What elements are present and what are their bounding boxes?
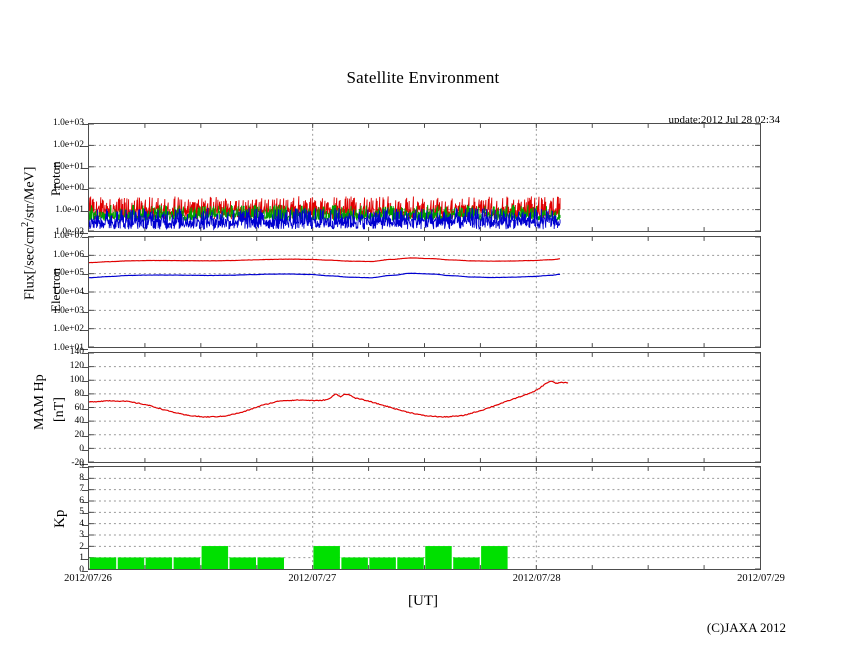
ytick-label: 120 bbox=[69, 360, 84, 371]
kp-bar bbox=[201, 546, 229, 569]
ytick-mark bbox=[82, 349, 88, 350]
ytick-mark bbox=[82, 366, 88, 368]
ytick-mark bbox=[82, 189, 88, 191]
ytick-label: 9 bbox=[79, 461, 84, 471]
ytick-label: 1.0e+02 bbox=[53, 324, 84, 335]
ytick-label: 80 bbox=[74, 388, 85, 399]
kp-bar bbox=[425, 546, 452, 569]
ytick-label: 4 bbox=[79, 518, 84, 529]
ytick-label: 8 bbox=[79, 472, 84, 483]
panel-proton-flux bbox=[88, 123, 761, 232]
ytick-mark bbox=[82, 513, 88, 515]
ytick-mark bbox=[82, 478, 88, 480]
ytick-mark bbox=[82, 501, 88, 503]
kp-bar bbox=[117, 557, 145, 569]
ytick-label: -20 bbox=[71, 458, 84, 468]
ytick-label: 1.0e+04 bbox=[53, 287, 84, 297]
ytick-mark bbox=[82, 211, 88, 213]
ytick-mark bbox=[82, 450, 88, 452]
ytick-label: 1.0e+03 bbox=[53, 305, 84, 316]
ytick-mark bbox=[82, 464, 88, 465]
ytick-label: 140 bbox=[69, 347, 84, 357]
xaxis-title: [UT] bbox=[408, 593, 438, 609]
mam-hp-red-trace bbox=[89, 380, 569, 418]
ytick-mark bbox=[82, 467, 88, 468]
ytick-label: 1.0e-02 bbox=[55, 227, 84, 237]
ytick-mark bbox=[82, 167, 88, 169]
proton-red-trace bbox=[89, 196, 561, 221]
ytick-label: 0 bbox=[79, 444, 84, 455]
ytick-mark bbox=[82, 233, 88, 234]
ytick-mark bbox=[82, 330, 88, 332]
kp-bar bbox=[341, 557, 368, 569]
kp-bar bbox=[313, 546, 340, 569]
ytick-label: 1.0e+02 bbox=[53, 139, 84, 150]
ytick-label: 60 bbox=[74, 402, 85, 413]
ytick-label: 5 bbox=[79, 507, 84, 518]
ytick-label: 100 bbox=[69, 374, 84, 385]
ytick-label: 1.0e+06 bbox=[53, 249, 84, 260]
kp-bar bbox=[89, 557, 117, 569]
ytick-mark bbox=[82, 124, 88, 125]
ytick-label: 20 bbox=[74, 430, 85, 441]
ytick-mark bbox=[82, 145, 88, 147]
kp-bar bbox=[453, 557, 480, 569]
ytick-mark bbox=[82, 536, 88, 538]
ytick-mark bbox=[82, 353, 88, 354]
ytick-label: 6 bbox=[79, 495, 84, 506]
xtick-label: 2012/07/28 bbox=[512, 573, 561, 584]
electron-blue-trace bbox=[89, 272, 561, 279]
electron-red-trace bbox=[89, 257, 561, 264]
ytick-mark bbox=[82, 311, 88, 313]
ytick-mark bbox=[82, 293, 88, 294]
ytick-label: 1 bbox=[79, 553, 84, 564]
ytick-mark bbox=[82, 436, 88, 438]
ytick-label: 1.0e+07 bbox=[53, 231, 84, 241]
ytick-label: 7 bbox=[79, 484, 84, 495]
xtick-label: 2012/07/27 bbox=[288, 573, 337, 584]
panel-mam-hp bbox=[88, 352, 761, 463]
kp-bar bbox=[481, 546, 508, 569]
mam-axis-label: MAM Hp bbox=[32, 374, 47, 430]
proton-blue-trace bbox=[89, 207, 561, 231]
copyright-notice: (C)JAXA 2012 bbox=[706, 620, 786, 635]
xtick-label: 2012/07/29 bbox=[737, 573, 785, 584]
kp-bar bbox=[229, 557, 257, 569]
ytick-label: 1.0e+00 bbox=[53, 183, 84, 194]
ytick-mark bbox=[82, 394, 88, 396]
panel-kp-index bbox=[88, 466, 761, 570]
ytick-label: 2 bbox=[79, 541, 84, 552]
ytick-mark bbox=[82, 237, 88, 238]
ytick-mark bbox=[82, 571, 88, 572]
ytick-mark bbox=[82, 408, 88, 410]
ytick-mark bbox=[82, 255, 88, 257]
kp-bar bbox=[145, 557, 173, 569]
ytick-label: 40 bbox=[74, 416, 85, 427]
ytick-mark bbox=[82, 274, 88, 276]
ytick-mark bbox=[82, 547, 88, 549]
ytick-label: 3 bbox=[79, 530, 84, 541]
kp-bar bbox=[397, 557, 424, 569]
flux-axis-label-sup: 2 bbox=[20, 221, 31, 227]
ytick-label: 1.0e+01 bbox=[53, 343, 84, 353]
ytick-label: 1.0e+03 bbox=[53, 118, 84, 128]
ytick-mark bbox=[82, 422, 88, 424]
ytick-label: 0 bbox=[79, 565, 84, 575]
ytick-mark bbox=[82, 380, 88, 382]
ytick-mark bbox=[82, 490, 88, 492]
page-title: Satellite Environment bbox=[346, 68, 500, 87]
ytick-label: 1.0e+05 bbox=[53, 268, 84, 279]
ytick-mark bbox=[82, 524, 88, 526]
xtick-label: 2012/07/26 bbox=[64, 573, 112, 584]
panel-electron-flux bbox=[88, 236, 761, 348]
kp-bar bbox=[173, 557, 201, 569]
kp-bar bbox=[369, 557, 396, 569]
ytick-label: 1.0e-01 bbox=[55, 205, 84, 216]
kp-bar bbox=[257, 557, 284, 569]
ytick-label: 1.0e+01 bbox=[53, 161, 84, 172]
ytick-mark bbox=[82, 559, 88, 561]
